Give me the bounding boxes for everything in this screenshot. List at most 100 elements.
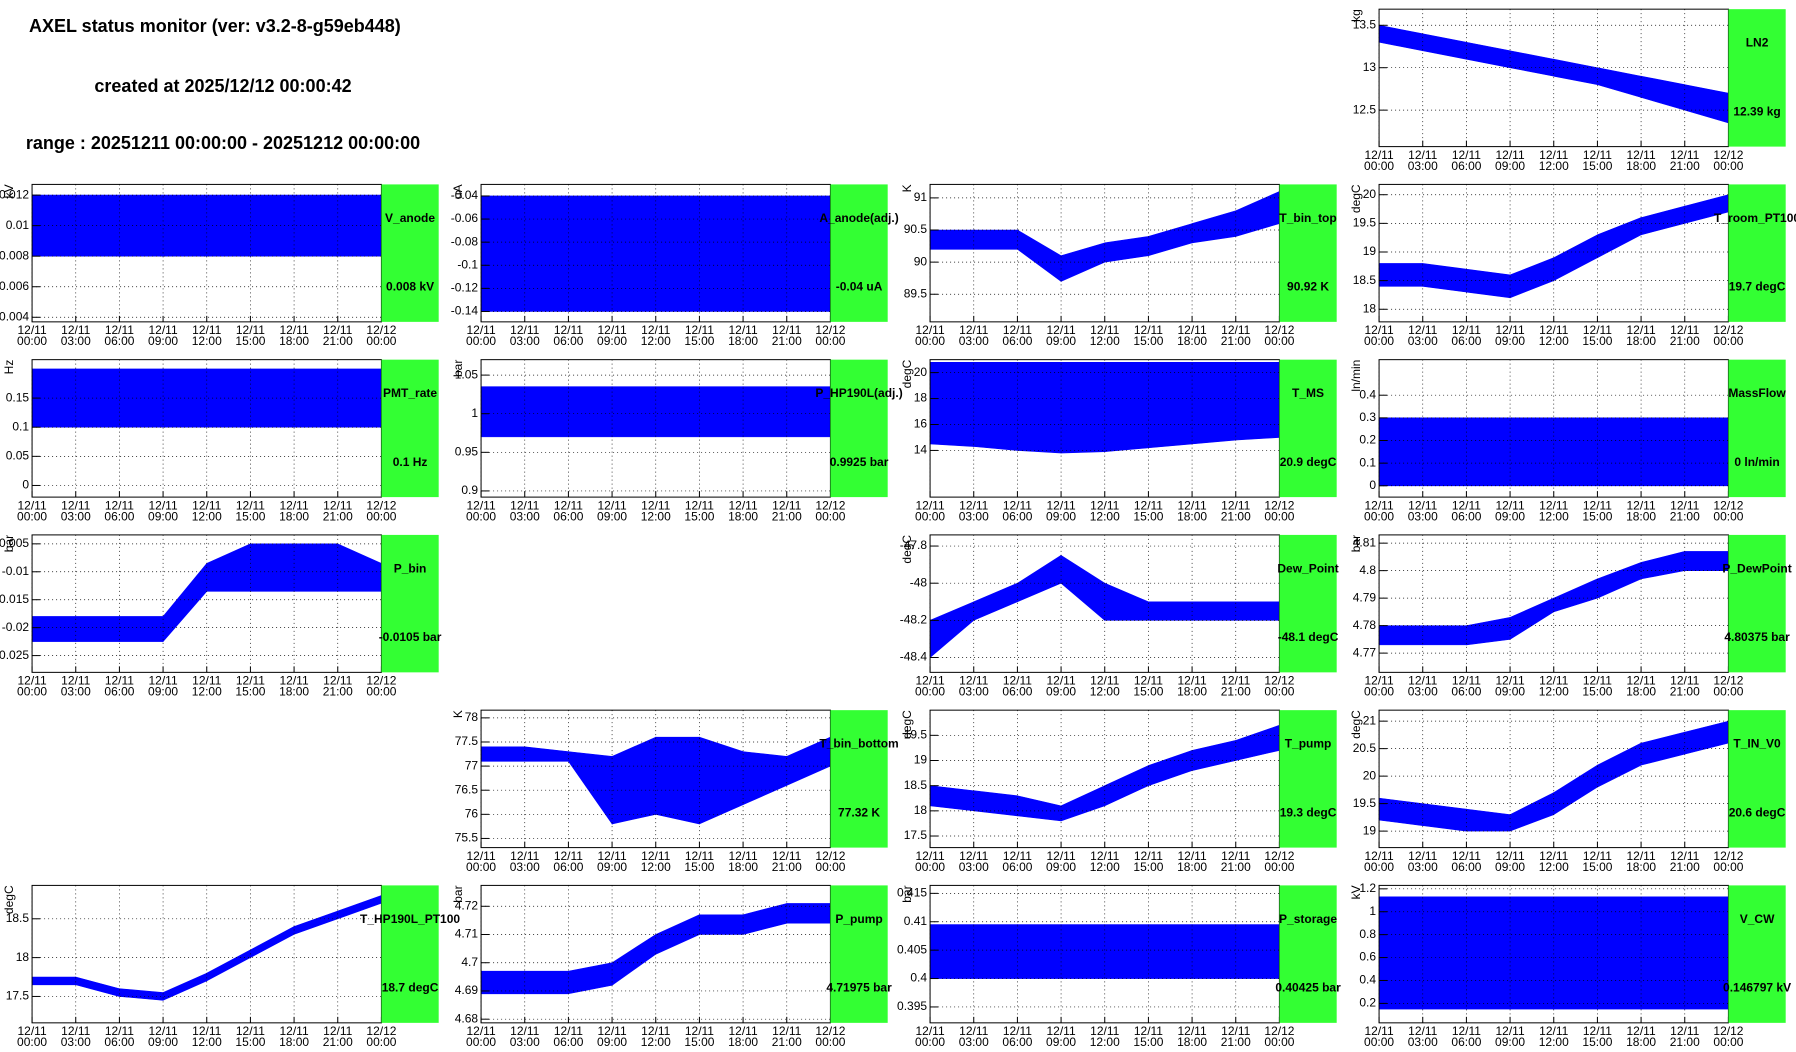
x-tick-time: 18:00 <box>728 1035 758 1049</box>
x-tick-time: 00:00 <box>1264 509 1294 523</box>
status-box <box>1728 359 1786 498</box>
x-tick-time: 03:00 <box>61 685 91 699</box>
status-name: Dew_Point <box>1277 561 1338 575</box>
y-tick-label: 77 <box>465 758 479 772</box>
panel: 12/1100:0012/1103:0012/1106:0012/1109:00… <box>897 884 1341 1049</box>
status-box <box>1728 534 1786 673</box>
band-group <box>930 191 1280 282</box>
x-tick-time: 18:00 <box>728 509 758 523</box>
band-segment <box>1235 191 1280 237</box>
x-tick-time: 12:00 <box>192 509 222 523</box>
band-group <box>1379 720 1729 832</box>
y-axis-unit: bar <box>900 885 914 902</box>
x-tick-date: 12/11 <box>916 1024 945 1038</box>
status-name: T_HP190L_PT100 <box>360 912 460 926</box>
status-name: T_room_PT100 <box>1714 211 1796 225</box>
panel: 12/1100:0012/1103:0012/1106:0012/1109:00… <box>451 183 899 348</box>
x-tick-time: 03:00 <box>1408 1035 1438 1049</box>
x-tick-date: 12/11 <box>1047 323 1076 337</box>
status-name: MassFlow <box>1728 386 1786 400</box>
y-tick-label: 4.69 <box>455 983 479 997</box>
band-segment <box>337 194 382 257</box>
band-segment <box>481 746 526 762</box>
band-segment <box>699 195 744 312</box>
x-tick-time: 09:00 <box>597 334 627 348</box>
y-tick-label: -0.005 <box>0 536 29 550</box>
band-segment <box>1379 625 1424 646</box>
x-tick-date: 12/11 <box>149 323 178 337</box>
y-axis-unit: bar <box>1349 535 1363 552</box>
status-name: T_IN_V0 <box>1733 737 1781 751</box>
x-tick-time: 00:00 <box>1264 1035 1294 1049</box>
x-tick-date: 12/11 <box>1134 674 1163 688</box>
x-tick-date: 12/11 <box>685 1024 714 1038</box>
band-segment <box>337 895 382 920</box>
x-tick-date: 12/12 <box>366 498 396 512</box>
y-tick-label: -0.14 <box>451 304 479 318</box>
x-tick-time: 06:00 <box>104 685 134 699</box>
status-name: P_bin <box>394 561 427 575</box>
x-tick-date: 12/11 <box>149 1024 178 1038</box>
x-tick-date: 12/11 <box>1365 849 1394 863</box>
x-tick-date: 12/11 <box>1539 148 1568 162</box>
status-name: T_bin_bottom <box>819 737 898 751</box>
x-tick-date: 12/11 <box>1496 1024 1525 1038</box>
x-tick-time: 18:00 <box>728 334 758 348</box>
band-segment <box>973 229 1018 250</box>
x-tick-time: 15:00 <box>1582 860 1612 874</box>
status-name: P_pump <box>835 912 882 926</box>
x-tick-date: 12/11 <box>149 674 178 688</box>
x-tick-time: 18:00 <box>728 860 758 874</box>
y-tick-label: 18.5 <box>6 911 30 925</box>
y-axis-unit: K <box>451 710 465 718</box>
band-segment <box>1104 361 1149 453</box>
x-tick-time: 15:00 <box>235 1035 265 1049</box>
x-tick-time: 06:00 <box>1451 860 1481 874</box>
x-tick-date: 12/11 <box>1408 1024 1437 1038</box>
status-box <box>830 184 888 322</box>
y-tick-label: -48.2 <box>900 613 928 627</box>
x-tick-time: 00:00 <box>1364 860 1394 874</box>
x-tick-time: 09:00 <box>597 509 627 523</box>
x-tick-time: 18:00 <box>1626 1035 1656 1049</box>
x-tick-date: 12/12 <box>815 498 845 512</box>
x-tick-time: 21:00 <box>1670 685 1700 699</box>
x-tick-time: 06:00 <box>1002 509 1032 523</box>
x-tick-time: 12:00 <box>1090 334 1120 348</box>
x-tick-date: 12/11 <box>1539 323 1568 337</box>
x-tick-time: 12:00 <box>1539 685 1569 699</box>
x-tick-date: 12/11 <box>280 323 309 337</box>
y-tick-label: 16 <box>914 417 928 431</box>
y-tick-label: 4.71 <box>455 927 479 941</box>
x-tick-time: 00:00 <box>366 685 396 699</box>
x-tick-time: 18:00 <box>1177 685 1207 699</box>
y-axis-unit: bar <box>451 360 465 377</box>
x-tick-date: 12/11 <box>1670 323 1699 337</box>
x-tick-time: 00:00 <box>815 860 845 874</box>
y-tick-label: 0.01 <box>6 218 30 232</box>
x-tick-date: 12/11 <box>1627 323 1656 337</box>
x-tick-time: 15:00 <box>235 334 265 348</box>
x-tick-time: 00:00 <box>17 685 47 699</box>
y-tick-label: 76 <box>465 806 479 820</box>
x-tick-time: 00:00 <box>466 1035 496 1049</box>
x-tick-date: 12/11 <box>1452 1024 1481 1038</box>
x-tick-time: 15:00 <box>1133 509 1163 523</box>
x-tick-date: 12/11 <box>236 674 265 688</box>
x-tick-time: 09:00 <box>1495 860 1525 874</box>
x-tick-date: 12/11 <box>61 674 90 688</box>
band-segment <box>1553 417 1598 487</box>
status-value: -0.04 uA <box>836 280 883 294</box>
status-value: 77.32 K <box>838 805 880 819</box>
y-tick-label: 17.5 <box>6 989 30 1003</box>
x-tick-date: 12/11 <box>729 1024 758 1038</box>
x-tick-time: 18:00 <box>1177 509 1207 523</box>
panel: 12/1100:0012/1103:0012/1106:0012/1109:00… <box>2 359 439 523</box>
y-tick-label: 18 <box>1363 301 1377 315</box>
y-tick-label: 75.5 <box>455 831 479 845</box>
band-segment <box>930 361 975 447</box>
x-tick-time: 21:00 <box>1670 159 1700 173</box>
status-value: 19.3 degC <box>1280 805 1337 819</box>
panel: 12/1100:0012/1103:0012/1106:0012/1109:00… <box>900 183 1337 348</box>
x-tick-date: 12/11 <box>323 1024 352 1038</box>
